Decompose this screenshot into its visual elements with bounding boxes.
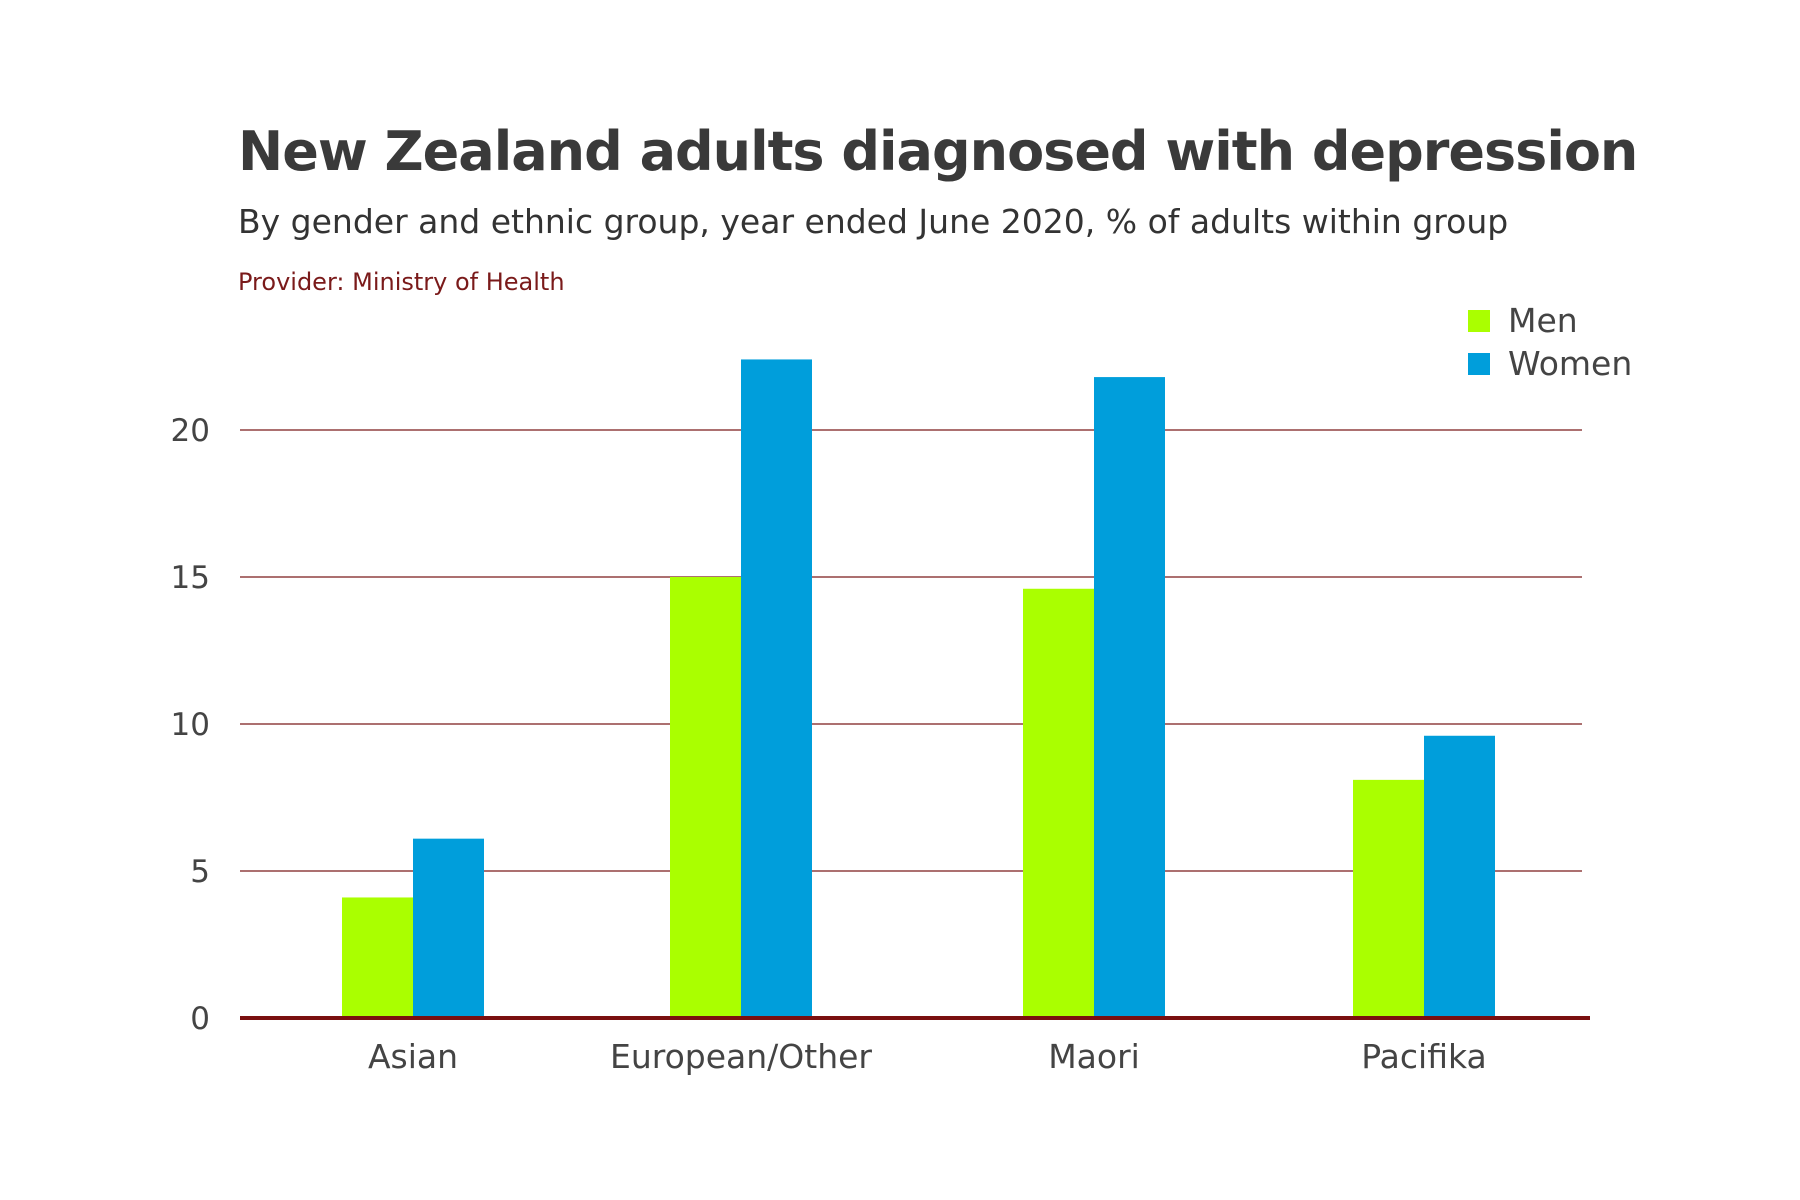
y-tick-label-20: 20 (171, 413, 210, 449)
y-axis-ticks: 0 5 10 15 20 (171, 413, 210, 1037)
y-tick-label-5: 5 (190, 854, 210, 890)
legend-label-men: Men (1508, 301, 1578, 340)
y-tick-label-0: 0 (190, 1001, 210, 1037)
bar-men-asian (342, 897, 413, 1018)
bar-men-european-other (670, 577, 741, 1018)
legend-swatch-women (1468, 353, 1490, 375)
x-label-european-other: European/Other (610, 1037, 872, 1076)
x-label-asian: Asian (368, 1037, 458, 1076)
legend: Men Women (1468, 301, 1632, 383)
bar-women-european-other (741, 359, 812, 1018)
legend-swatch-men (1468, 310, 1490, 332)
provider-note: Provider: Ministry of Health (238, 268, 565, 296)
y-tick-label-15: 15 (171, 560, 210, 596)
legend-label-women: Women (1508, 344, 1632, 383)
bar-men-pacifika (1353, 779, 1424, 1018)
y-tick-label-10: 10 (171, 707, 210, 743)
chart-subtitle: By gender and ethnic group, year ended J… (238, 202, 1508, 241)
bar-men-maori (1023, 588, 1094, 1018)
chart-title: New Zealand adults diagnosed with depres… (238, 120, 1637, 183)
bars (342, 359, 1495, 1019)
bar-women-pacifika (1424, 735, 1495, 1018)
x-label-maori: Maori (1048, 1037, 1140, 1076)
x-axis-labels: Asian European/Other Maori Pacifika (368, 1037, 1487, 1076)
bar-women-maori (1094, 377, 1165, 1019)
x-label-pacifika: Pacifika (1361, 1037, 1487, 1076)
bar-women-asian (413, 838, 484, 1018)
